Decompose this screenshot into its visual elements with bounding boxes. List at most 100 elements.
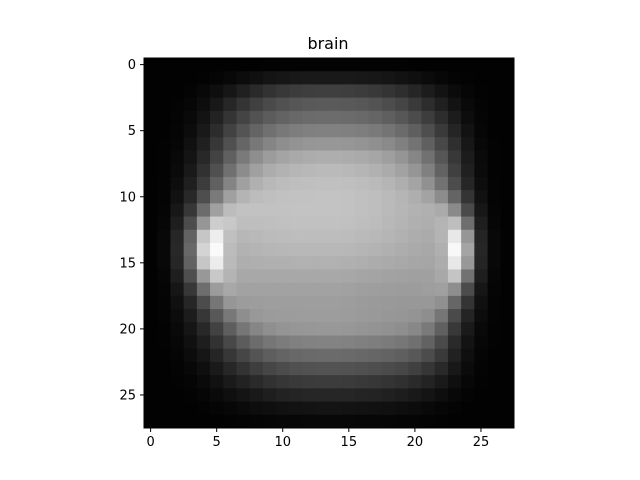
heatmap-cell — [368, 176, 383, 191]
heatmap-cell — [210, 256, 224, 270]
heatmap-cell — [395, 110, 409, 125]
heatmap-cell — [487, 58, 502, 72]
heatmap-cell — [329, 414, 343, 429]
heatmap-cell — [421, 375, 436, 389]
heatmap-cell — [434, 348, 449, 363]
heatmap-cell — [196, 190, 211, 204]
heatmap-cell — [144, 110, 158, 125]
heatmap-cell — [408, 335, 422, 350]
heatmap-cell — [408, 348, 422, 363]
heatmap-cell — [408, 97, 422, 112]
heatmap-cell — [223, 348, 237, 363]
heatmap-cell — [289, 97, 303, 112]
heatmap-cell — [487, 150, 502, 165]
heatmap-cell — [170, 295, 185, 310]
heatmap-cell — [223, 335, 237, 350]
heatmap-cell — [223, 256, 237, 270]
heatmap-cell — [329, 216, 343, 231]
heatmap-cell — [196, 150, 211, 165]
heatmap-cell — [157, 216, 171, 231]
heatmap-cell — [144, 282, 158, 297]
heatmap-cell — [236, 110, 251, 125]
heatmap-cell — [210, 84, 224, 99]
heatmap-cell — [276, 71, 290, 85]
heatmap-cell — [487, 322, 502, 336]
heatmap-cell — [183, 190, 198, 204]
heatmap-cell — [196, 97, 211, 112]
heatmap-cell — [262, 124, 277, 138]
chart-title: brain — [307, 34, 348, 53]
heatmap-cell — [157, 229, 171, 244]
heatmap-cell — [262, 176, 277, 191]
heatmap-cell — [196, 348, 211, 363]
heatmap-cell — [276, 137, 290, 151]
heatmap-cell — [461, 110, 475, 125]
heatmap-cell — [447, 150, 462, 165]
heatmap-cell — [236, 124, 251, 138]
heatmap-cell — [368, 388, 383, 402]
heatmap-cell — [183, 71, 198, 85]
heatmap-cell — [329, 110, 343, 125]
heatmap-cell — [276, 388, 290, 402]
heatmap-cell — [210, 150, 224, 165]
heatmap-cell — [355, 414, 370, 429]
heatmap-cell — [302, 190, 317, 204]
heatmap-cell — [276, 414, 290, 429]
heatmap-cell — [434, 243, 449, 257]
heatmap-cell — [210, 295, 224, 310]
heatmap-cell — [289, 375, 303, 389]
heatmap-cell — [447, 282, 462, 297]
heatmap-cell — [210, 414, 224, 429]
heatmap-cell — [434, 322, 449, 336]
heatmap-cell — [196, 229, 211, 244]
heatmap-cell — [144, 243, 158, 257]
heatmap-cell — [196, 401, 211, 416]
heatmap-cell — [355, 163, 370, 178]
heatmap-cell — [408, 150, 422, 165]
heatmap-cell — [144, 190, 158, 204]
heatmap-cell — [289, 110, 303, 125]
y-tick-label: 5 — [128, 124, 136, 139]
heatmap-cell — [302, 71, 317, 85]
heatmap-cell — [170, 361, 185, 376]
heatmap-cell — [157, 84, 171, 99]
heatmap-cell — [276, 58, 290, 72]
heatmap-cell — [434, 335, 449, 350]
heatmap-cell — [500, 309, 515, 323]
plot-frame — [143, 57, 515, 429]
heatmap-cell — [421, 97, 436, 112]
heatmap-cell — [183, 388, 198, 402]
heatmap-cell — [474, 97, 488, 112]
heatmap-cell — [157, 375, 171, 389]
heatmap-cell — [249, 97, 264, 112]
heatmap-cell — [289, 335, 303, 350]
heatmap-cell — [342, 190, 356, 204]
heatmap-cell — [302, 124, 317, 138]
heatmap-cell — [487, 295, 502, 310]
heatmap-cell — [342, 58, 356, 72]
heatmap-cell — [355, 243, 370, 257]
heatmap-cell — [210, 203, 224, 217]
heatmap-cell — [289, 216, 303, 231]
heatmap-cell — [381, 335, 396, 350]
heatmap-cell — [236, 84, 251, 99]
heatmap-cell — [434, 163, 449, 178]
heatmap-cell — [447, 58, 462, 72]
heatmap-cell — [461, 176, 475, 191]
heatmap-cell — [289, 176, 303, 191]
heatmap-cell — [474, 216, 488, 231]
heatmap-cell — [368, 110, 383, 125]
heatmap-cell — [289, 71, 303, 85]
heatmap-cell — [170, 282, 185, 297]
heatmap-cell — [210, 322, 224, 336]
heatmap-cell — [157, 361, 171, 376]
heatmap-cell — [315, 269, 330, 284]
heatmap-cell — [447, 163, 462, 178]
heatmap-cell — [368, 309, 383, 323]
y-tick-label: 0 — [128, 58, 136, 73]
heatmap-cell — [500, 137, 515, 151]
heatmap-cell — [447, 295, 462, 310]
heatmap-cell — [487, 256, 502, 270]
heatmap-cell — [144, 388, 158, 402]
heatmap-cell — [329, 269, 343, 284]
